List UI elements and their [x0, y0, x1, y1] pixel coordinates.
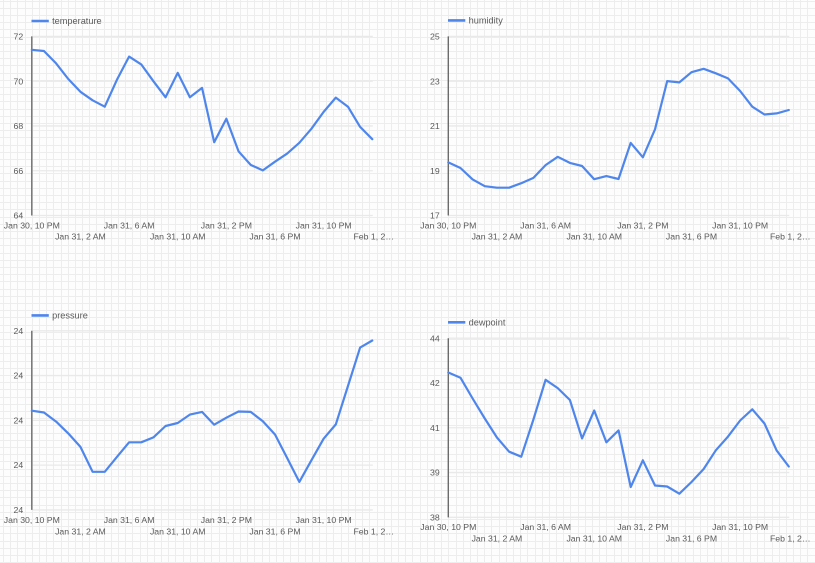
svg-text:Jan 31, 6 PM: Jan 31, 6 PM: [666, 533, 717, 543]
svg-text:Jan 31, 6 PM: Jan 31, 6 PM: [249, 232, 300, 242]
svg-text:24: 24: [14, 415, 24, 425]
svg-text:17: 17: [430, 211, 440, 221]
svg-text:42: 42: [430, 378, 440, 388]
svg-text:Jan 30, 10 PM: Jan 30, 10 PM: [420, 220, 476, 230]
svg-text:Jan 31, 2 PM: Jan 31, 2 PM: [617, 522, 668, 532]
svg-text:Jan 30, 10 PM: Jan 30, 10 PM: [4, 515, 60, 525]
svg-text:Jan 31, 10 AM: Jan 31, 10 AM: [150, 526, 206, 536]
svg-text:Jan 31, 6 PM: Jan 31, 6 PM: [666, 232, 717, 242]
svg-text:66: 66: [14, 166, 24, 176]
svg-text:temperature: temperature: [52, 16, 102, 26]
svg-text:humidity: humidity: [469, 16, 504, 26]
svg-text:Jan 31, 2 AM: Jan 31, 2 AM: [472, 232, 523, 242]
svg-text:25: 25: [430, 32, 440, 42]
svg-text:23: 23: [430, 76, 440, 86]
svg-text:Jan 31, 2 AM: Jan 31, 2 AM: [55, 526, 106, 536]
svg-text:Jan 31, 6 AM: Jan 31, 6 AM: [520, 220, 571, 230]
svg-text:68: 68: [14, 121, 24, 131]
svg-text:41: 41: [430, 423, 440, 433]
svg-text:72: 72: [14, 32, 24, 42]
svg-text:Jan 30, 10 PM: Jan 30, 10 PM: [420, 522, 476, 532]
svg-text:24: 24: [14, 371, 24, 381]
svg-text:Jan 31, 10 AM: Jan 31, 10 AM: [150, 232, 206, 242]
svg-text:Jan 31, 10 AM: Jan 31, 10 AM: [566, 533, 622, 543]
svg-text:Jan 31, 6 PM: Jan 31, 6 PM: [249, 526, 300, 536]
svg-text:Jan 31, 10 PM: Jan 31, 10 PM: [712, 522, 768, 532]
svg-text:pressure: pressure: [52, 311, 88, 321]
svg-text:Jan 30, 10 PM: Jan 30, 10 PM: [4, 220, 60, 230]
svg-text:Jan 31, 2 AM: Jan 31, 2 AM: [55, 232, 106, 242]
svg-text:Jan 31, 2 PM: Jan 31, 2 PM: [201, 515, 252, 525]
svg-text:Jan 31, 6 AM: Jan 31, 6 AM: [104, 220, 155, 230]
svg-text:Jan 31, 10 AM: Jan 31, 10 AM: [566, 232, 622, 242]
svg-text:Feb 1, 2…: Feb 1, 2…: [770, 533, 811, 543]
svg-text:Jan 31, 6 AM: Jan 31, 6 AM: [520, 522, 571, 532]
svg-text:Jan 31, 2 PM: Jan 31, 2 PM: [617, 220, 668, 230]
svg-text:19: 19: [430, 166, 440, 176]
svg-text:dewpoint: dewpoint: [469, 318, 506, 328]
svg-text:Feb 1, 2…: Feb 1, 2…: [353, 526, 394, 536]
svg-text:Jan 31, 10 PM: Jan 31, 10 PM: [296, 220, 352, 230]
svg-text:38: 38: [430, 512, 440, 522]
svg-text:Jan 31, 2 AM: Jan 31, 2 AM: [472, 533, 523, 543]
svg-text:64: 64: [14, 211, 24, 221]
svg-text:24: 24: [14, 505, 24, 515]
svg-text:Jan 31, 10 PM: Jan 31, 10 PM: [296, 515, 352, 525]
svg-text:44: 44: [430, 333, 440, 343]
svg-text:24: 24: [14, 326, 24, 336]
svg-text:24: 24: [14, 460, 24, 470]
svg-text:39: 39: [430, 468, 440, 478]
svg-text:21: 21: [430, 121, 440, 131]
svg-text:Jan 31, 2 PM: Jan 31, 2 PM: [201, 220, 252, 230]
svg-text:Feb 1, 2…: Feb 1, 2…: [770, 232, 811, 242]
svg-text:70: 70: [14, 76, 24, 86]
svg-text:Jan 31, 10 PM: Jan 31, 10 PM: [712, 220, 768, 230]
svg-text:Jan 31, 6 AM: Jan 31, 6 AM: [104, 515, 155, 525]
svg-text:Feb 1, 2…: Feb 1, 2…: [353, 232, 394, 242]
